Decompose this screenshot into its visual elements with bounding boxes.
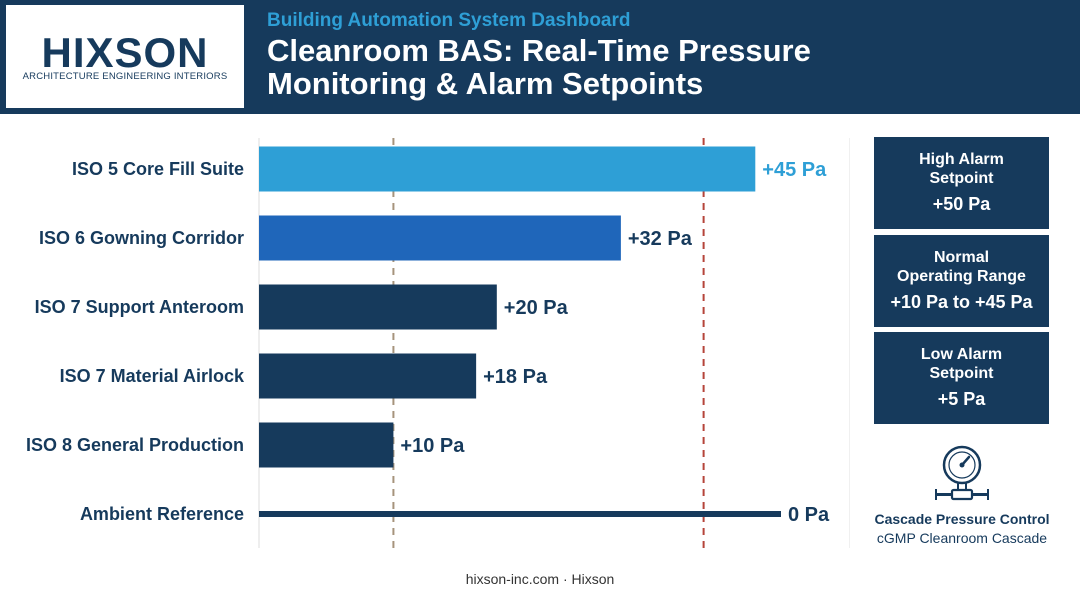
category-label-4: ISO 8 General Production bbox=[26, 435, 244, 455]
bar-1 bbox=[259, 215, 621, 261]
normal-range-value: +10 Pa to +45 Pa bbox=[890, 292, 1033, 312]
header-banner: HIXSON ARCHITECTURE ENGINEERING INTERIOR… bbox=[0, 0, 1080, 114]
bar-5 bbox=[259, 511, 781, 517]
dashboard-eyebrow: Building Automation System Dashboard bbox=[267, 10, 631, 31]
cascade-control-title: Cascade Pressure Control bbox=[874, 511, 1050, 527]
low-alarm-value: +5 Pa bbox=[937, 389, 986, 409]
normal-range-label-2: Operating Range bbox=[897, 268, 1026, 285]
page-title-line2: Monitoring & Alarm Setpoints bbox=[267, 66, 704, 101]
value-label-2: +20 Pa bbox=[504, 297, 569, 319]
value-label-5: 0 Pa bbox=[788, 504, 830, 526]
category-label-1: ISO 6 Gowning Corridor bbox=[39, 228, 244, 248]
bar-3 bbox=[259, 353, 477, 399]
high-alarm-label-1: High Alarm bbox=[919, 151, 1004, 168]
low-alarm-label-2: Setpoint bbox=[929, 365, 994, 382]
bar-4 bbox=[259, 422, 394, 468]
logo-tagline: ARCHITECTURE ENGINEERING INTERIORS bbox=[22, 71, 228, 82]
high-alarm-label-2: Setpoint bbox=[929, 170, 994, 187]
category-label-0: ISO 5 Core Fill Suite bbox=[72, 159, 244, 179]
low-alarm-label-1: Low Alarm bbox=[920, 346, 1003, 363]
value-label-1: +32 Pa bbox=[628, 228, 693, 250]
page-title: Cleanroom BAS: Real-Time Pressure Monito… bbox=[267, 34, 1067, 100]
high-alarm-card: High Alarm Setpoint +50 Pa bbox=[874, 137, 1049, 229]
value-label-0: +45 Pa bbox=[762, 159, 827, 181]
value-label-3: +18 Pa bbox=[483, 366, 548, 388]
low-alarm-card: Low Alarm Setpoint +5 Pa bbox=[874, 332, 1049, 424]
normal-range-card: Normal Operating Range +10 Pa to +45 Pa bbox=[874, 235, 1049, 327]
pressure-gauge-icon bbox=[935, 445, 989, 501]
category-label-5: Ambient Reference bbox=[80, 504, 244, 524]
bar-0 bbox=[259, 146, 756, 192]
category-label-2: ISO 7 Support Anteroom bbox=[35, 297, 244, 317]
footer-credit: hixson-inc.com · Hixson bbox=[465, 571, 615, 587]
logo-wordmark: HIXSON bbox=[41, 29, 209, 76]
value-label-4: +10 Pa bbox=[400, 435, 465, 457]
hixson-logo: HIXSON ARCHITECTURE ENGINEERING INTERIOR… bbox=[6, 5, 244, 108]
normal-range-label-1: Normal bbox=[933, 249, 990, 266]
high-alarm-value: +50 Pa bbox=[932, 194, 991, 214]
cascade-control-subtitle: cGMP Cleanroom Cascade bbox=[876, 530, 1048, 546]
category-label-3: ISO 7 Material Airlock bbox=[60, 366, 245, 386]
pressure-bar-chart: ISO 5 Core Fill Suite +45 Pa ISO 6 Gowning… bbox=[26, 138, 850, 548]
bar-2 bbox=[259, 284, 497, 330]
page-title-line1: Cleanroom BAS: Real-Time Pressure bbox=[267, 33, 811, 68]
